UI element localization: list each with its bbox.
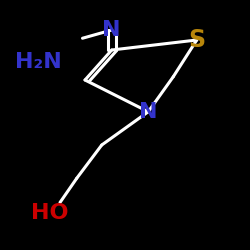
Text: HO: HO [31, 203, 69, 223]
Text: N: N [102, 20, 121, 40]
Text: N: N [139, 102, 158, 122]
Text: H₂N: H₂N [15, 52, 62, 72]
Text: S: S [188, 28, 205, 52]
